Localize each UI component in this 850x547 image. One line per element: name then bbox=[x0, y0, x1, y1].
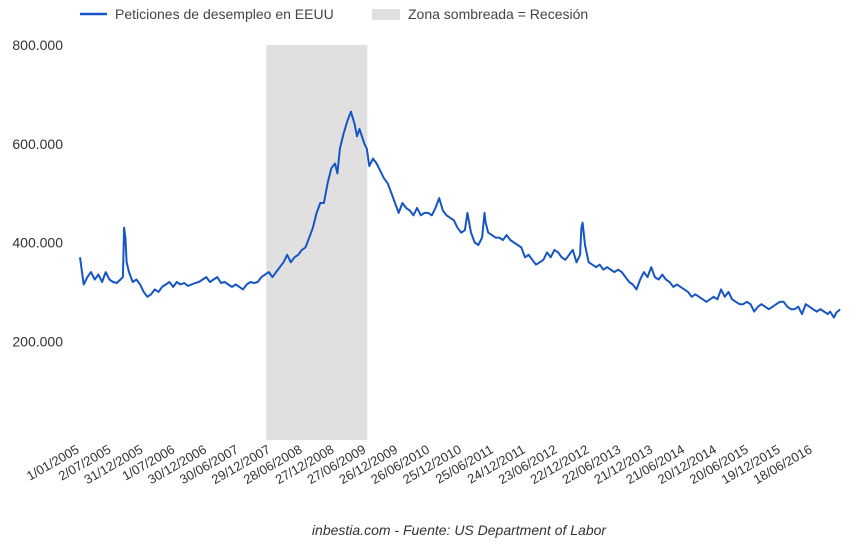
y-tick-label: 200.000 bbox=[12, 333, 63, 349]
legend: Peticiones de desempleo en EEUU Zona som… bbox=[80, 6, 588, 22]
legend-recession-label: Zona sombreada = Recesión bbox=[408, 6, 588, 22]
x-axis-ticks: 1/01/20052/07/200531/12/20051/07/200630/… bbox=[24, 442, 815, 488]
series-line-peticiones bbox=[79, 110, 841, 319]
legend-series-label: Peticiones de desempleo en EEUU bbox=[115, 6, 334, 22]
recession-shade bbox=[266, 45, 368, 440]
y-tick-label: 600.000 bbox=[12, 136, 63, 152]
y-axis-ticks: 200.000 400.000 600.000 800.000 bbox=[12, 37, 63, 349]
y-tick-label: 800.000 bbox=[12, 37, 63, 53]
source-note: inbestia.com - Fuente: US Department of … bbox=[312, 522, 607, 538]
y-tick-label: 400.000 bbox=[12, 235, 63, 251]
legend-recession-swatch bbox=[372, 9, 400, 20]
